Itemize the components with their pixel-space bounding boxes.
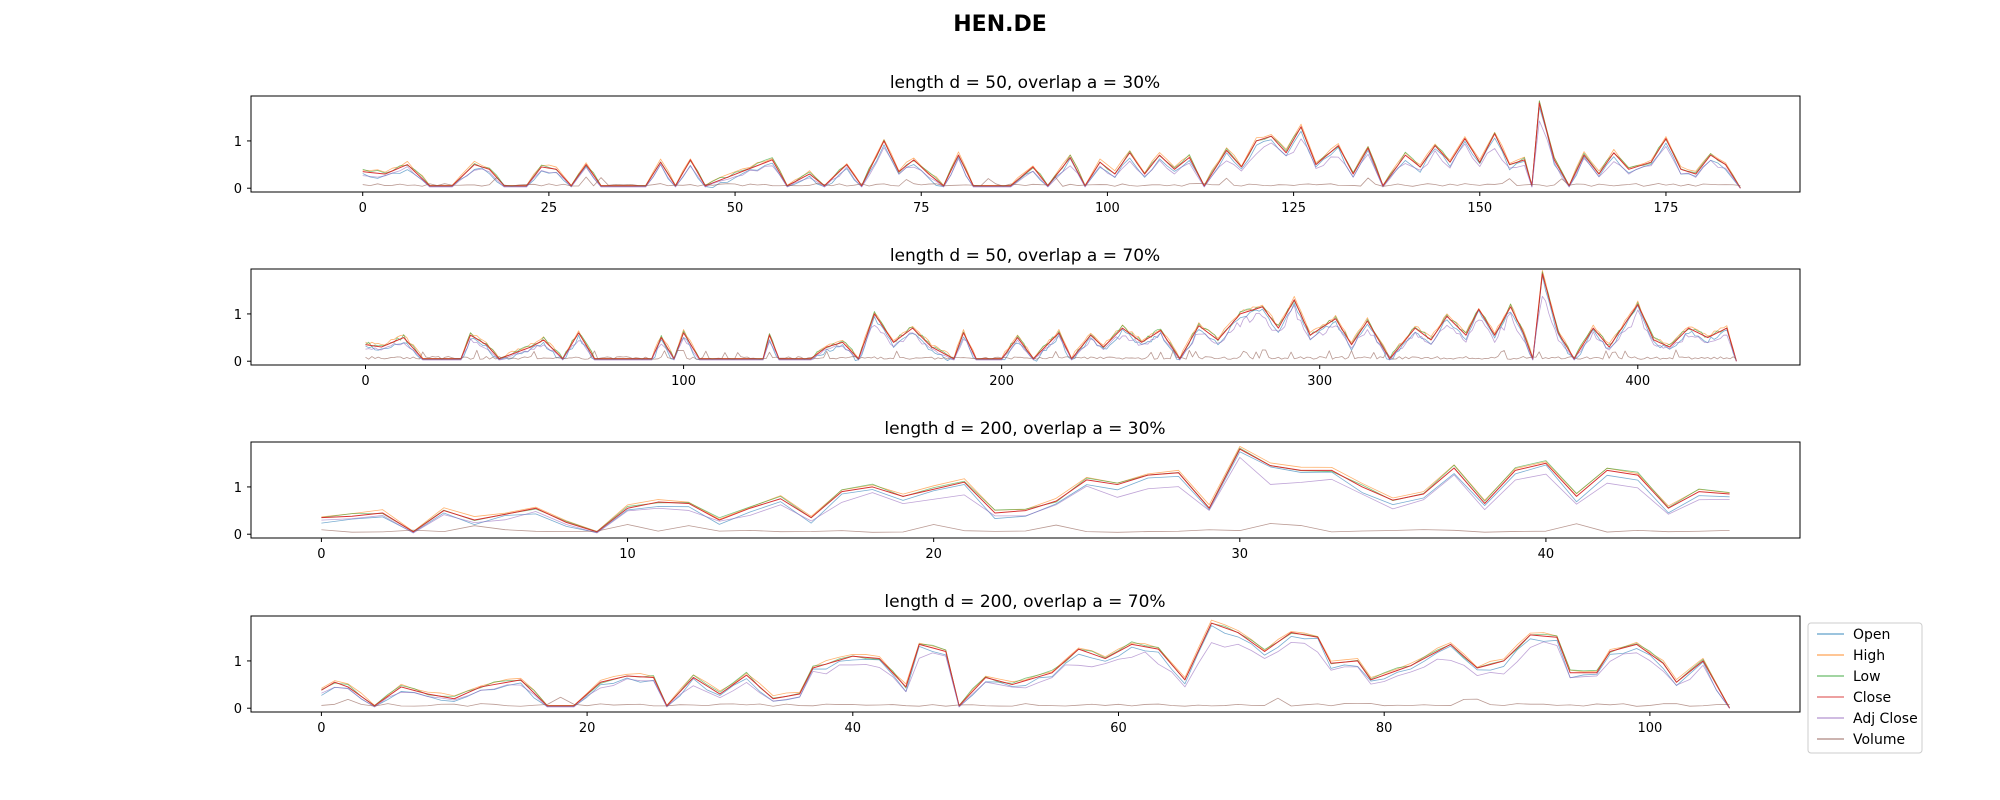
y-tick-label: 1 (234, 655, 242, 670)
x-tick-label: 125 (1281, 201, 1306, 216)
x-tick-label: 40 (845, 721, 862, 736)
series-line-adj-close (321, 456, 1730, 534)
series-line-volume (362, 176, 1741, 187)
panel-2-plot: 0 100 200 300 400 0 1 (234, 268, 1801, 389)
figure-title: HEN.DE (953, 12, 1047, 37)
series-line-close (321, 622, 1731, 709)
series-line-open (321, 625, 1730, 709)
x-tick-label: 80 (1376, 721, 1393, 736)
x-tick-label: 200 (989, 374, 1014, 389)
y-tick-label: 1 (234, 481, 242, 496)
panel-2: length d = 50, overlap a = 70% 0 100 200 30… (234, 246, 1801, 389)
x-tick-label: 10 (619, 547, 636, 562)
x-tick-label: 30 (1232, 547, 1249, 562)
series-line-adj-close (321, 641, 1730, 709)
x-tick-label: 0 (317, 721, 325, 736)
x-tick-label: 50 (727, 201, 744, 216)
x-tick-label: 100 (671, 374, 696, 389)
legend-label-volume: Volume (1853, 732, 1905, 748)
panel-1: length d = 50, overlap a = 30% 0 25 50 75 10… (234, 73, 1801, 216)
x-tick-label: 100 (1095, 201, 1120, 216)
axes-frame (250, 95, 1801, 193)
x-tick-label: 300 (1307, 374, 1332, 389)
x-tick-label: 20 (925, 547, 942, 562)
legend: Open High Low Close Adj Close Volume (1807, 622, 1923, 754)
y-tick-label: 0 (234, 182, 242, 197)
x-tick-label: 25 (541, 201, 558, 216)
axes-frame (250, 615, 1801, 713)
panel-1-title: length d = 50, overlap a = 30% (890, 73, 1160, 93)
legend-label-adj-close: Adj Close (1853, 711, 1918, 727)
panel-3-title: length d = 200, overlap a = 30% (884, 419, 1165, 439)
y-tick-label: 0 (234, 702, 242, 717)
legend-label-low: Low (1853, 669, 1881, 685)
y-tick-label: 1 (234, 135, 242, 150)
x-tick-label: 0 (317, 547, 325, 562)
x-tick-label: 60 (1110, 721, 1127, 736)
x-tick-label: 0 (359, 201, 367, 216)
x-tick-label: 150 (1467, 201, 1492, 216)
series-line-adj-close (365, 295, 1737, 362)
y-tick-label: 0 (234, 355, 242, 370)
y-tick-label: 0 (234, 528, 242, 543)
series-line-close (321, 448, 1730, 533)
x-tick-label: 175 (1654, 201, 1679, 216)
x-tick-label: 40 (1538, 547, 1555, 562)
x-tick-label: 400 (1625, 374, 1650, 389)
panel-2-series-group (365, 270, 1737, 362)
panel-4-series-group (321, 619, 1731, 709)
panel-2-title: length d = 50, overlap a = 70% (890, 246, 1160, 266)
axes-frame (250, 268, 1801, 366)
x-tick-label: 0 (361, 374, 369, 389)
panel-4: length d = 200, overlap a = 70% 0 20 40 60 8… (234, 592, 1801, 736)
panel-3-series-group (321, 445, 1730, 534)
x-tick-label: 75 (913, 201, 930, 216)
panel-3-plot: 0 10 20 30 40 0 1 (234, 441, 1801, 562)
legend-label-high: High (1853, 648, 1885, 664)
legend-label-open: Open (1853, 627, 1890, 643)
panel-1-plot: 0 25 50 75 100 125 150 175 0 1 (234, 95, 1801, 216)
series-line-volume (365, 349, 1737, 360)
legend-label-close: Close (1853, 690, 1891, 706)
x-tick-label: 100 (1637, 721, 1662, 736)
panel-4-title: length d = 200, overlap a = 70% (884, 592, 1165, 612)
axes-frame (250, 441, 1801, 539)
series-line-volume (321, 523, 1730, 533)
series-line-adj-close (362, 120, 1741, 189)
panel-3: length d = 200, overlap a = 30% 0 10 20 30 4… (234, 419, 1801, 562)
y-tick-label: 1 (234, 308, 242, 323)
legend-items: Open High Low Close Adj Close Volume (1817, 627, 1918, 748)
panel-4-plot: 0 20 40 60 80 100 0 1 (234, 615, 1801, 736)
x-tick-label: 20 (579, 721, 596, 736)
series-line-close (365, 273, 1737, 362)
panel-1-series-group (362, 100, 1741, 189)
series-line-volume (321, 696, 1730, 707)
